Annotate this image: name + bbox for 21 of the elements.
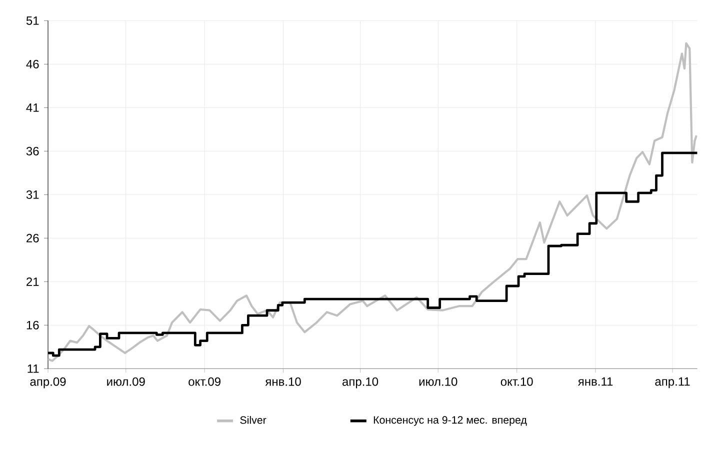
y-tick-label: 46 [26,60,39,69]
x-tick-label: апр.09 [30,378,66,388]
y-tick-label: 26 [26,234,39,243]
line-series [48,42,698,362]
y-tick-label: 21 [26,278,39,286]
y-tick-label: 11 [28,364,39,373]
y-tick-label: 51 [26,16,39,26]
x-tick-label: апр.10 [342,378,378,388]
x-tick-label: апр.11 [655,378,690,388]
x-tick-label: янв.10 [265,378,301,386]
legend-label: Консенсус на 9-12 мес. вперед [374,416,527,426]
y-tick-label: 31 [26,190,39,200]
y-tick-label: 16 [26,321,39,330]
x-tick-label: июл.09 [107,378,145,386]
x-tick-label: июл.10 [419,378,458,386]
y-tick-label: 36 [26,147,39,156]
x-tick-label: янв.11 [578,378,613,386]
x-tick-label: окт.09 [188,378,220,386]
y-tick-label: 41 [26,104,39,112]
x-tick-label: окт.10 [500,378,533,386]
legend-label: Silver [240,416,266,424]
